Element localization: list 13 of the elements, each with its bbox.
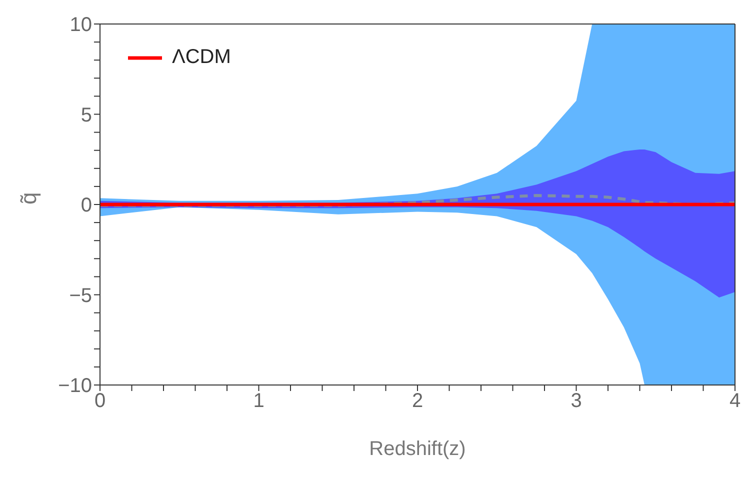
x-tick-label: 2 — [412, 390, 424, 412]
legend-label: ΛCDM — [172, 46, 231, 69]
y-tick-label: 5 — [80, 104, 92, 126]
y-tick-label: 0 — [80, 194, 92, 217]
y-tick-label: −10 — [58, 375, 92, 398]
y-axis-title: q̃ — [16, 192, 41, 204]
x-tick-label: 1 — [253, 390, 264, 412]
y-tick-label: 10 — [70, 14, 92, 36]
x-axis-title: Redshift(z) — [369, 438, 466, 460]
line-series — [100, 194, 735, 207]
x-tick-label: 3 — [570, 390, 582, 412]
y-tick-label: −5 — [69, 284, 92, 307]
x-tick-label: 4 — [729, 390, 741, 412]
